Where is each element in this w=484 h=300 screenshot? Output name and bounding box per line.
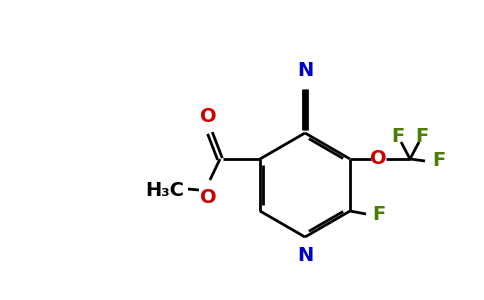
Text: F: F	[432, 152, 445, 170]
Text: O: O	[370, 149, 386, 169]
Text: O: O	[200, 107, 216, 126]
Text: F: F	[415, 128, 429, 146]
Text: H₃C: H₃C	[145, 182, 184, 200]
Text: O: O	[200, 188, 216, 207]
Text: N: N	[297, 246, 313, 265]
Text: F: F	[392, 128, 405, 146]
Text: N: N	[297, 61, 313, 80]
Text: F: F	[372, 206, 385, 224]
